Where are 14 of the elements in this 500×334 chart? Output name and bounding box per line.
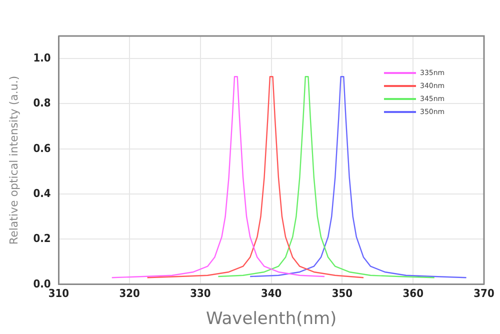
- x-tick-label: 370: [474, 286, 494, 300]
- y-tick-label: 0.6: [33, 142, 51, 155]
- x-tick-label: 320: [119, 286, 140, 300]
- y-tick-label: 0.2: [33, 232, 51, 246]
- x-tick-label: 360: [402, 286, 424, 300]
- y-tick-label: 0.4: [33, 186, 51, 200]
- y-tick-label: 0.8: [33, 96, 51, 110]
- x-tick-label: 340: [261, 286, 282, 300]
- y-axis-title: Relative optical intensity (a.u.): [7, 76, 20, 245]
- x-axis-title: Wavelenth(nm): [206, 309, 337, 330]
- x-tick-label: 350: [332, 286, 353, 300]
- x-tick-label: 310: [48, 286, 70, 300]
- y-tick-label: 1.0: [33, 51, 51, 64]
- x-tick-label: 330: [190, 286, 211, 300]
